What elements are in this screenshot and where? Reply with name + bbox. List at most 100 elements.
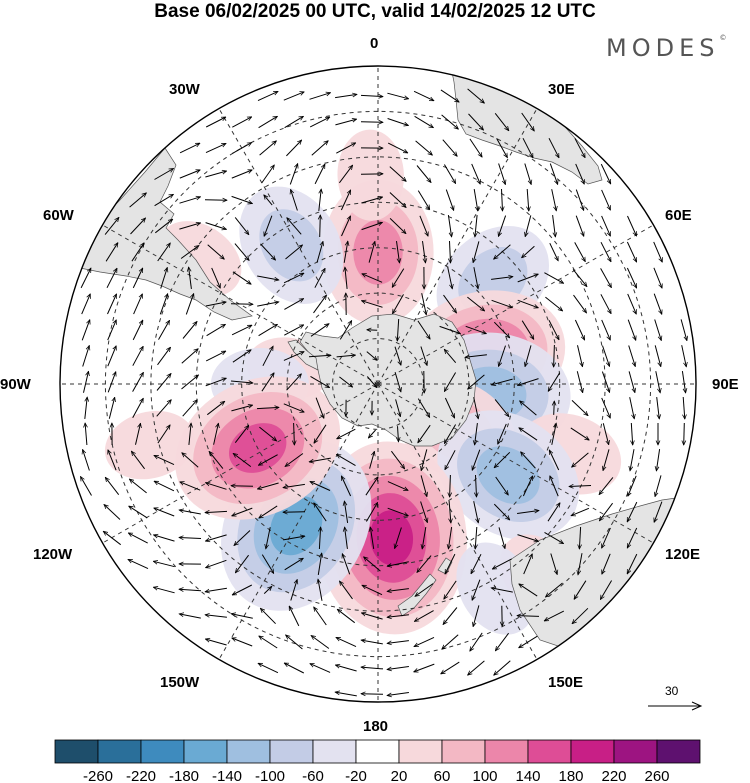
wind-vector-188 (82, 346, 90, 367)
wind-vector-38 (154, 169, 174, 180)
wind-vector-407 (519, 584, 538, 597)
wind-vector-359 (283, 536, 305, 541)
modes-logo: MODES© (606, 34, 726, 62)
wind-vector-426 (572, 607, 589, 623)
colorbar-tick-label: 100 (472, 768, 497, 783)
colorbar-swatch-7 (355, 739, 400, 764)
wind-vector-107 (396, 241, 400, 263)
wind-vector-69 (473, 189, 478, 211)
wind-vector-244 (283, 403, 304, 412)
wind-vector-274 (444, 424, 457, 444)
wind-vector-293 (309, 457, 331, 462)
wind-vector-318 (365, 477, 378, 496)
wind-vector-175 (367, 330, 378, 331)
wind-vector-278 (551, 423, 556, 445)
wind-vector-352 (103, 531, 122, 546)
wind-vector-0 (257, 90, 278, 102)
wind-vector-137 (572, 269, 587, 286)
wind-vector-171 (258, 324, 278, 337)
wind-vector-425 (544, 610, 565, 622)
wind-vector-371 (601, 527, 611, 548)
colorbar-tick-label: -260 (83, 768, 113, 783)
wind-vector-356 (205, 534, 227, 541)
wind-vector-234 (655, 371, 660, 393)
colorbar-tick-label: 220 (601, 768, 626, 783)
brand-name: MODES (606, 34, 720, 62)
colorbar-tick-label: 20 (391, 768, 408, 783)
wind-vector-31 (415, 140, 433, 155)
wind-vector-207 (577, 345, 583, 366)
wind-vector-451 (361, 694, 384, 695)
wind-vector-268 (294, 422, 295, 445)
wind-vector-329 (655, 475, 662, 496)
wind-vector-206 (554, 344, 555, 367)
wind-vector-145 (185, 294, 193, 315)
wind-vector-185 (627, 319, 636, 341)
wind-vector-63 (318, 189, 321, 211)
wind-vector-369 (544, 531, 564, 543)
wind-vector-117 (653, 241, 663, 262)
colorbar-tick-label: -140 (212, 768, 242, 783)
wind-vector-433 (361, 640, 383, 645)
wind-vector-157 (491, 299, 513, 307)
wind-vector-184 (601, 319, 611, 340)
wind-vector-298 (444, 450, 456, 469)
wind-vector-199 (366, 351, 377, 361)
wind-vectors (81, 88, 687, 696)
wind-vector-15 (360, 122, 383, 123)
wind-vector-374 (153, 561, 175, 568)
wind-vector-354 (154, 535, 175, 542)
wind-vector-50 (471, 163, 481, 184)
wind-vector-55 (600, 163, 612, 184)
wind-vector-431 (311, 636, 330, 649)
wind-vector-47 (389, 166, 406, 182)
wind-vector-81 (264, 215, 273, 237)
wind-vector-264 (189, 423, 191, 445)
wind-vector-284 (83, 450, 90, 471)
wind-vector-269 (314, 424, 327, 443)
new-zealand-north-land (437, 557, 453, 575)
colorbar-swatch-8 (398, 739, 443, 764)
wind-vector-132 (447, 267, 453, 289)
wind-vector-439 (519, 635, 538, 648)
wind-vector-177 (417, 320, 430, 339)
wind-vector-280 (602, 423, 608, 444)
wind-vector-179 (465, 325, 487, 333)
wind-vector-173 (310, 324, 329, 337)
wind-vector-154 (421, 293, 427, 315)
wind-vector-248 (395, 399, 401, 416)
wind-vector-92 (552, 215, 556, 237)
lon-label-0: 0 (370, 35, 379, 52)
wind-vector-401 (362, 584, 383, 596)
wind-vector-90 (498, 215, 507, 237)
wind-vector-311 (180, 482, 201, 491)
wind-vector-406 (491, 588, 513, 593)
wind-vector-120 (132, 268, 144, 289)
colorbar-swatch-2 (140, 739, 185, 764)
wind-vector-279 (570, 427, 589, 440)
wind-vector-186 (654, 319, 662, 341)
wind-vector-196 (283, 351, 304, 361)
wind-vector-323 (495, 476, 509, 495)
wind-vector-281 (631, 422, 632, 445)
wind-vector-127 (314, 268, 326, 288)
wind-vector-262 (135, 423, 141, 445)
wind-vector-253 (520, 401, 537, 416)
wind-vector-415 (288, 606, 300, 627)
wind-vector-87 (419, 215, 428, 236)
wind-vector-65 (361, 197, 382, 204)
wind-vector-432 (336, 636, 357, 648)
wind-vector-6 (413, 90, 434, 102)
wind-vector-114 (574, 242, 586, 261)
wind-vector-422 (473, 605, 480, 626)
wind-vector-123 (211, 267, 221, 288)
colorbar-tick-label: -180 (169, 768, 199, 783)
wind-vector-233 (628, 371, 635, 392)
wind-vector-167 (158, 320, 170, 340)
wind-vector-58 (179, 197, 201, 204)
anomaly-contour-1-0 (337, 129, 404, 221)
wind-vector-135 (517, 274, 539, 283)
wind-vector-438 (495, 632, 510, 651)
colorbar-swatch-0 (54, 739, 99, 764)
wind-vector-21 (521, 112, 535, 131)
